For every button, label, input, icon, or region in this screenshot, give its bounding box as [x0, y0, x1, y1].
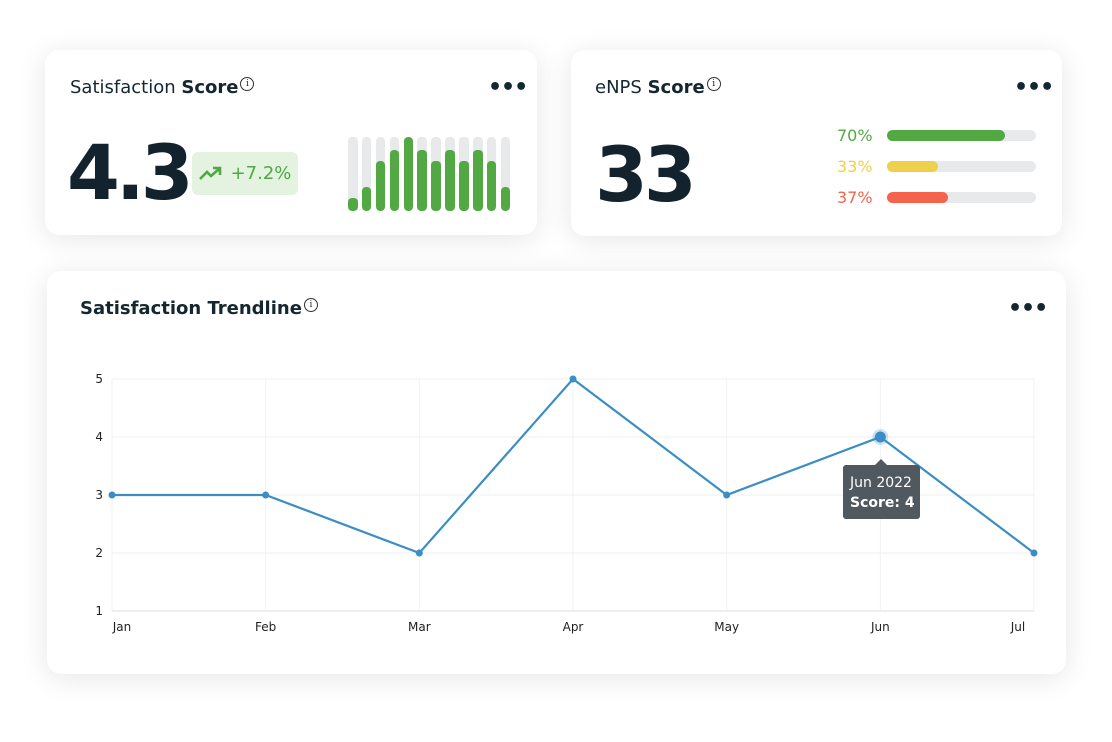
enps-bar — [887, 130, 1036, 141]
mini-bar-chart — [348, 137, 511, 211]
y-tick-label: 1 — [95, 604, 103, 618]
mini-bar — [348, 137, 358, 211]
data-point — [108, 491, 116, 499]
mini-bar — [417, 137, 427, 211]
card-title: Satisfaction Trendline i — [80, 298, 318, 319]
enps-percent: 33% — [837, 157, 873, 176]
y-tick-label: 2 — [95, 546, 103, 560]
tooltip: Jun 2022 Score: 4 — [843, 459, 920, 519]
x-tick-label: Mar — [408, 620, 431, 634]
data-point — [569, 375, 577, 383]
x-tick-label: Jan — [112, 620, 132, 634]
trending-up-icon — [198, 166, 221, 180]
mini-bar — [445, 137, 455, 211]
mini-bar — [389, 137, 400, 211]
info-icon[interactable]: i — [706, 77, 721, 91]
data-point — [1030, 549, 1038, 557]
enps-value: 33 — [595, 130, 697, 219]
card-title: Satisfaction Score i — [70, 77, 255, 98]
enps-row: 33% — [837, 157, 1036, 176]
satisfaction-score-card: Satisfaction Score i ••• 4.3 +7.2% — [45, 50, 537, 235]
info-icon[interactable]: i — [303, 298, 318, 312]
change-value: +7.2% — [230, 163, 292, 184]
y-tick-label: 5 — [95, 372, 103, 386]
enps-percent: 70% — [837, 126, 873, 145]
enps-row: 70% — [837, 126, 1036, 145]
enps-score-card: eNPS Score i ••• 33 70% 33% 37% — [571, 50, 1062, 236]
y-tick-label: 3 — [95, 488, 103, 502]
satisfaction-value: 4.3 — [67, 128, 194, 217]
enps-percent: 37% — [837, 188, 873, 207]
data-point — [415, 549, 423, 557]
mini-bar — [459, 137, 469, 211]
mini-bar — [403, 137, 414, 211]
x-tick-label: May — [714, 620, 739, 634]
data-point — [874, 431, 886, 443]
data-point — [723, 491, 731, 499]
mini-bar — [361, 137, 372, 211]
enps-bar — [887, 161, 1036, 172]
y-tick-label: 4 — [95, 430, 103, 444]
info-icon[interactable]: i — [240, 77, 255, 91]
change-badge: +7.2% — [192, 152, 298, 195]
mini-bar — [473, 137, 483, 211]
mini-bar — [486, 137, 497, 211]
mini-bar — [431, 137, 441, 211]
data-point — [262, 491, 270, 499]
x-tick-label: Apr — [563, 620, 584, 634]
card-title: eNPS Score i — [595, 77, 721, 98]
mini-bar — [375, 137, 386, 211]
x-tick-label: Jul — [1010, 620, 1025, 634]
enps-row: 37% — [837, 188, 1036, 207]
x-tick-label: Feb — [255, 620, 276, 634]
enps-bar — [887, 192, 1036, 203]
mini-bar — [500, 137, 511, 211]
x-tick-label: Jun — [870, 620, 890, 634]
